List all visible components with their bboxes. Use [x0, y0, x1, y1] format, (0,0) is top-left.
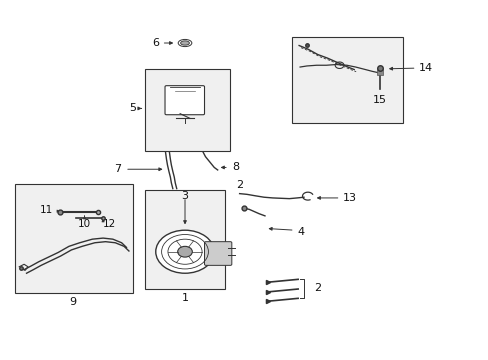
Text: 12: 12: [103, 220, 116, 229]
Circle shape: [177, 246, 192, 257]
Text: 11: 11: [40, 206, 53, 216]
Text: 15: 15: [372, 95, 386, 105]
FancyBboxPatch shape: [204, 242, 231, 265]
Text: 2: 2: [313, 283, 320, 293]
Circle shape: [156, 230, 214, 273]
Bar: [15, 184, 133, 293]
Text: 5: 5: [129, 103, 136, 113]
FancyBboxPatch shape: [164, 86, 204, 115]
Bar: [291, 37, 402, 123]
Text: 8: 8: [232, 162, 239, 172]
Text: 13: 13: [342, 193, 356, 203]
Text: 3: 3: [181, 192, 188, 202]
Text: 1: 1: [181, 293, 188, 303]
Text: 7: 7: [114, 164, 122, 174]
Text: 9: 9: [69, 297, 76, 307]
Text: 14: 14: [418, 63, 432, 73]
Bar: [144, 190, 224, 289]
Text: 6: 6: [152, 38, 159, 48]
Text: 4: 4: [297, 227, 304, 237]
Text: 10: 10: [78, 220, 91, 229]
Bar: [144, 69, 229, 151]
Text: 2: 2: [236, 180, 243, 190]
Ellipse shape: [178, 40, 191, 46]
Ellipse shape: [180, 41, 189, 45]
